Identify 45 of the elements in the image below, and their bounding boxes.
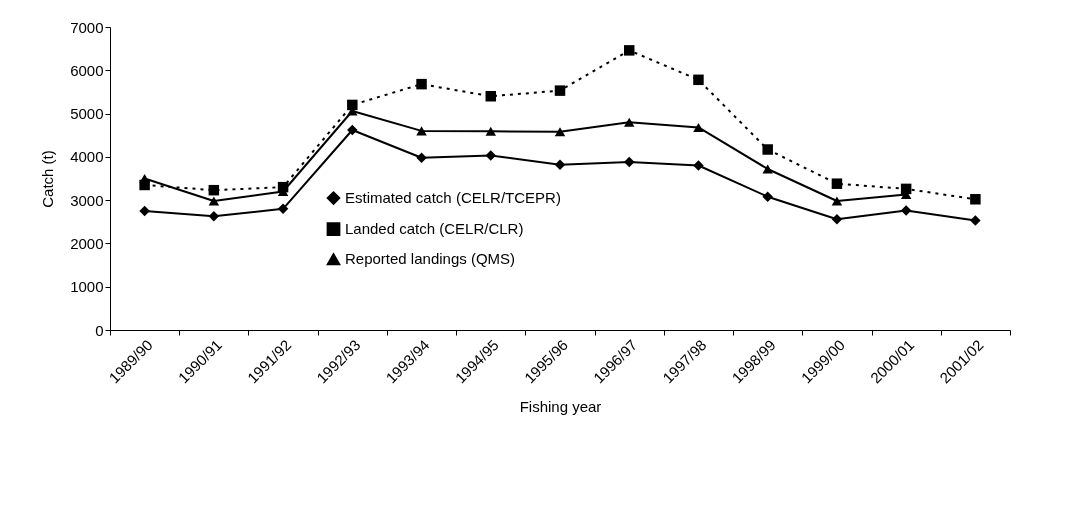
point (277, 203, 289, 215)
y-tick-label: 5000 (70, 105, 104, 123)
point (554, 159, 566, 170)
point (485, 150, 497, 161)
y-axis-title: Catch (t) (39, 150, 57, 208)
point (554, 85, 566, 96)
legend-label: Reported landings (QMS) (345, 250, 516, 268)
point (762, 164, 773, 174)
point (208, 196, 220, 206)
point (139, 205, 150, 217)
point (831, 213, 843, 225)
y-tick-label: 0 (95, 321, 104, 339)
y-tick-label: 1000 (70, 278, 104, 296)
point (693, 122, 704, 132)
point (762, 144, 773, 155)
point (554, 127, 566, 137)
point (347, 99, 358, 111)
point (831, 196, 843, 206)
y-tick-label: 6000 (70, 61, 104, 79)
y-tick-label: 7000 (70, 18, 104, 36)
point (208, 184, 220, 196)
legend-label: Landed catch (CELR/CLR) (345, 220, 524, 238)
point (416, 126, 427, 136)
point (485, 91, 497, 102)
point (970, 194, 981, 205)
point (347, 124, 358, 136)
y-tick-label: 4000 (70, 148, 104, 166)
point (693, 160, 704, 171)
point (623, 45, 635, 56)
point (970, 215, 981, 226)
y-tick-label: 3000 (70, 191, 104, 209)
point (900, 205, 912, 216)
point (623, 156, 635, 168)
point (762, 191, 773, 202)
point (416, 78, 427, 90)
y-tick-label: 2000 (70, 234, 104, 252)
point (623, 117, 635, 127)
x-axis-title: Fishing year (519, 398, 602, 416)
point (693, 74, 704, 86)
point (831, 178, 843, 189)
point (208, 210, 220, 222)
point (416, 152, 427, 163)
point (485, 126, 497, 136)
legend-label: Estimated catch (CELR/TCEPR) (345, 189, 561, 207)
point (139, 173, 150, 184)
